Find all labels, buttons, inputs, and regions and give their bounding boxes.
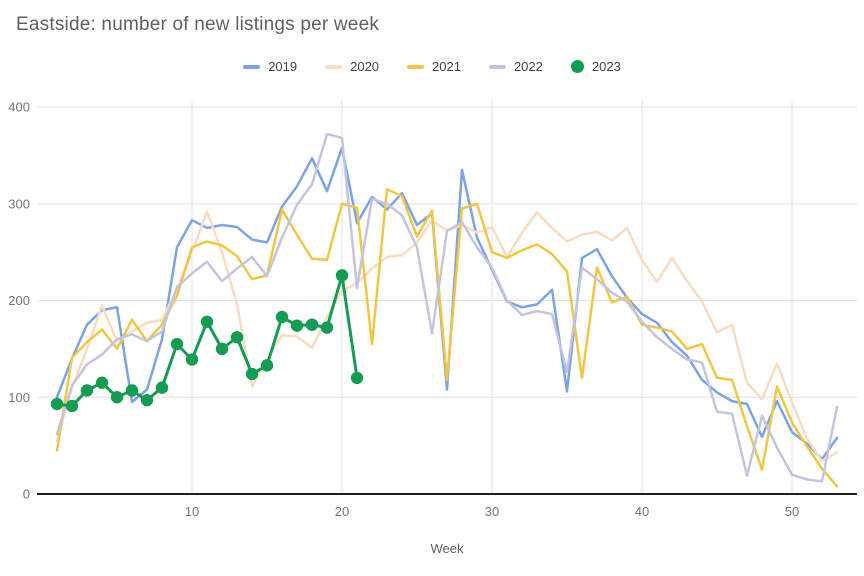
legend-item-2019: 2019 <box>243 59 297 74</box>
y-tick-0: 0 <box>23 487 30 502</box>
data-series <box>50 132 839 488</box>
x-tick-10: 10 <box>185 504 199 519</box>
legend-swatch-2021 <box>407 64 425 69</box>
series-line-2020 <box>55 210 839 463</box>
series-line-2021 <box>55 187 839 488</box>
series-2023-point-week-10 <box>185 353 199 366</box>
series-2023-point-week-19 <box>320 321 334 334</box>
series-2023-point-week-12 <box>215 342 229 356</box>
series-2023-point-week-11 <box>200 315 214 328</box>
y-tick-400: 400 <box>8 100 30 115</box>
legend-label-2022: 2022 <box>513 59 543 74</box>
series-2023-point-week-4 <box>95 376 109 389</box>
series-2023-point-week-20 <box>335 269 349 282</box>
legend-label-2023: 2023 <box>591 59 621 74</box>
series-line-2019 <box>55 146 839 461</box>
legend-swatch-2023 <box>570 60 584 73</box>
series-2023-point-week-7 <box>140 393 154 407</box>
series-2023-point-week-18 <box>305 318 319 331</box>
series-2023-point-week-17 <box>290 319 304 332</box>
series-2023-point-week-2 <box>65 399 79 413</box>
axis-labels: 0 100 200 300 400 10 20 30 40 50 <box>8 100 799 520</box>
legend-item-2023: 2023 <box>570 59 621 74</box>
series-2023-point-week-9 <box>170 337 184 351</box>
legend-label-2019: 2019 <box>268 59 298 74</box>
x-tick-50: 50 <box>785 504 799 519</box>
series-2023-point-week-21 <box>350 371 364 385</box>
series-2023-point-week-14 <box>245 367 259 381</box>
x-tick-20: 20 <box>335 504 349 519</box>
chart-title: Eastside: number of new listings per wee… <box>16 14 380 35</box>
series-2023-point-week-6 <box>125 384 139 397</box>
series-2023-point-week-16 <box>275 310 289 324</box>
chart-legend: 2019 2020 2021 2022 2023 <box>0 59 864 74</box>
legend-swatch-2019 <box>243 64 261 69</box>
x-tick-40: 40 <box>635 504 649 519</box>
x-tick-30: 30 <box>485 504 499 519</box>
x-axis-title: Week <box>431 541 464 556</box>
series-2023-point-week-1 <box>50 397 64 411</box>
series-line-2022 <box>55 132 839 483</box>
legend-item-2020: 2020 <box>325 59 379 74</box>
legend-swatch-2020 <box>325 64 343 69</box>
gridlines <box>37 100 857 495</box>
legend-item-2022: 2022 <box>488 59 543 74</box>
y-tick-100: 100 <box>8 390 30 405</box>
series-2023-point-week-5 <box>110 391 124 404</box>
legend-label-2020: 2020 <box>350 59 380 74</box>
series-2023-point-week-3 <box>80 384 94 397</box>
legend-swatch-2022 <box>488 64 506 69</box>
series-2023-point-week-15 <box>260 359 274 372</box>
y-tick-200: 200 <box>8 293 30 308</box>
legend-label-2021: 2021 <box>432 59 461 74</box>
series-2023-point-week-8 <box>155 381 169 394</box>
series-2023-point-week-13 <box>230 331 244 344</box>
y-tick-300: 300 <box>8 196 30 211</box>
legend-item-2021: 2021 <box>407 59 461 74</box>
